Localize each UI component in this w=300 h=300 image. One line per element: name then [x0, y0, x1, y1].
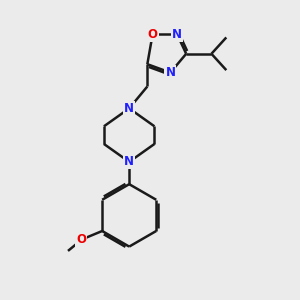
Text: N: N	[165, 66, 176, 79]
Text: O: O	[76, 233, 86, 246]
Text: N: N	[172, 28, 182, 41]
Text: N: N	[124, 102, 134, 115]
Text: N: N	[124, 155, 134, 168]
Text: O: O	[148, 28, 158, 41]
